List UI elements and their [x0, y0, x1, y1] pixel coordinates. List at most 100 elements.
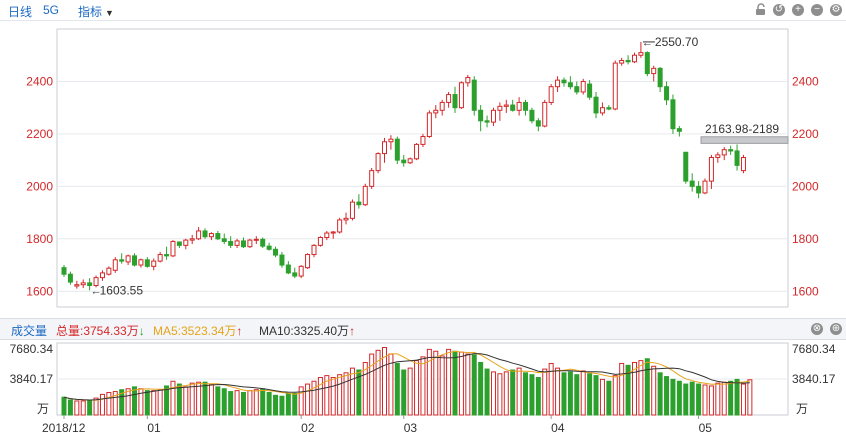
volume-bar: [80, 400, 86, 416]
candle-body: [510, 104, 516, 111]
candle-body: [196, 230, 202, 240]
price-grid: [56, 28, 789, 308]
candle-body: [132, 255, 138, 266]
candle-body: [555, 79, 561, 88]
up-arrow-icon: ↑: [236, 324, 243, 338]
candle-body: [125, 255, 131, 263]
volume-bar: [574, 374, 580, 416]
y-tick-left: 1800: [26, 232, 53, 246]
candle-body: [478, 109, 484, 122]
volume-bar: [362, 362, 368, 416]
candle-body: [670, 99, 676, 130]
settings-icon[interactable]: ⚙: [830, 4, 842, 16]
candle-body: [721, 149, 727, 156]
volume-bar: [112, 391, 118, 416]
candle-body: [542, 101, 548, 127]
candle-body: [638, 52, 644, 56]
price-labels: 2400 2400 2200 2200 2000 2000 1800 1800 1600 1600…: [26, 35, 819, 298]
volume-bar: [670, 378, 676, 416]
add-icon[interactable]: ⊕: [830, 323, 842, 335]
range-5g-button[interactable]: 5G: [43, 3, 60, 17]
volume-bar: [176, 383, 182, 416]
candle-body: [221, 238, 227, 242]
candle-body: [375, 153, 381, 172]
unlock-icon[interactable]: [755, 3, 767, 16]
indicator-label: 指标: [78, 5, 103, 19]
volume-bar: [503, 371, 509, 416]
volume-bar: [183, 386, 189, 416]
close-icon[interactable]: ⊗: [811, 323, 823, 335]
volume-ma10: MA10:3325.40万↑: [259, 322, 355, 339]
volume-labels: 7680.34 7680.34 3840.17 3840.17 万 万 2018/12 01 0…: [10, 342, 836, 435]
volume-bar: [625, 364, 631, 416]
up-arrow-icon: ↑: [349, 324, 356, 338]
volume-bar: [734, 378, 740, 416]
volume-bar: [375, 349, 381, 416]
volume-bar: [394, 362, 400, 416]
volume-bar: [215, 386, 221, 416]
candle-body: [93, 277, 99, 286]
candle-body: [170, 240, 176, 257]
candle-body: [119, 259, 125, 262]
candle-body: [80, 282, 86, 286]
candle-body: [433, 109, 439, 114]
volume-bar: [292, 392, 298, 416]
candle-body: [273, 248, 279, 256]
volume-bar: [740, 383, 746, 416]
volume-unit-left: 万: [37, 402, 49, 416]
volume-bar: [61, 396, 67, 416]
candle-body: [567, 82, 573, 88]
volume-bar: [721, 381, 727, 416]
period-daily-button[interactable]: 日线: [8, 5, 33, 19]
candle-body: [99, 272, 105, 279]
volume-ma5-line: [63, 350, 750, 401]
candle-body: [689, 180, 695, 187]
candle-body: [625, 59, 631, 63]
candle-body: [266, 245, 272, 250]
indicator-dropdown[interactable]: 指标 ▼: [78, 3, 114, 20]
zoom-in-icon[interactable]: +: [792, 4, 804, 16]
volume-bar: [106, 392, 112, 416]
volume-bar: [708, 385, 714, 416]
volume-bar: [170, 380, 176, 416]
candle-body: [465, 77, 471, 84]
y-tick-left: 2400: [26, 74, 53, 88]
volume-bar: [696, 383, 702, 416]
volume-bar: [702, 384, 708, 416]
chevron-down-icon: ▼: [105, 8, 114, 18]
candle-body: [279, 254, 285, 266]
candle-body: [298, 265, 304, 277]
volume-bar: [234, 390, 240, 416]
volume-bar: [715, 382, 721, 416]
candle-body: [631, 54, 637, 63]
arrow-left-icon: ←: [642, 37, 653, 49]
volume-title[interactable]: 成交量: [11, 324, 48, 338]
volume-bar: [349, 367, 355, 416]
volume-bar: [426, 348, 432, 416]
candle-body: [497, 105, 503, 111]
volume-bar: [657, 372, 663, 416]
candle-body: [144, 259, 150, 267]
zoom-out-icon[interactable]: −: [811, 4, 823, 16]
candle-body: [619, 59, 625, 64]
volume-bar: [119, 389, 125, 416]
candle-body: [240, 240, 246, 248]
y-tick-left: 2000: [26, 179, 53, 193]
reset-icon[interactable]: ↺: [773, 4, 785, 16]
volume-bar: [228, 391, 234, 416]
volume-bar: [535, 377, 541, 416]
volume-bar: [221, 388, 227, 416]
volume-bar: [728, 380, 734, 416]
volume-bar: [587, 373, 593, 416]
volume-ma10-label: MA10:3325.40万: [259, 324, 350, 338]
price-gap-band: [700, 136, 789, 144]
candle-body: [311, 244, 317, 256]
candle-body: [414, 143, 420, 160]
volume-bar: [497, 373, 503, 416]
volume-bar: [612, 375, 618, 416]
volume-chart[interactable]: 7680.34 7680.34 3840.17 3840.17 万 万 2018/12 01 0…: [0, 340, 846, 436]
candle-body: [369, 170, 375, 187]
price-chart[interactable]: 2400 2400 2200 2200 2000 2000 1800 1800 1600 1600…: [0, 21, 846, 317]
candle-body: [164, 254, 170, 257]
volume-bar: [356, 369, 362, 416]
